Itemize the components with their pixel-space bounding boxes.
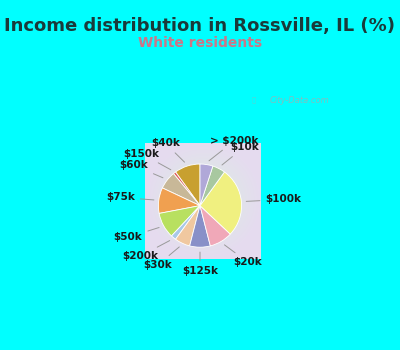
Wedge shape [174, 172, 200, 205]
Wedge shape [200, 166, 224, 205]
Wedge shape [176, 205, 200, 246]
Wedge shape [190, 205, 210, 247]
Text: > $200k: > $200k [209, 136, 259, 161]
Wedge shape [200, 164, 213, 205]
Wedge shape [176, 164, 200, 205]
Text: $60k: $60k [119, 160, 163, 178]
Wedge shape [172, 205, 200, 239]
Wedge shape [200, 205, 230, 246]
Text: $100k: $100k [246, 195, 302, 204]
Text: $200k: $200k [122, 240, 170, 261]
Wedge shape [200, 172, 242, 234]
Wedge shape [158, 188, 200, 214]
Text: $75k: $75k [106, 193, 154, 202]
Text: White residents: White residents [138, 36, 262, 50]
Text: City-Data.com: City-Data.com [269, 96, 329, 105]
Wedge shape [159, 205, 200, 236]
Text: $30k: $30k [143, 247, 179, 270]
Text: $20k: $20k [224, 245, 262, 267]
Wedge shape [162, 174, 200, 205]
Text: $125k: $125k [182, 252, 218, 276]
Text: Income distribution in Rossville, IL (%): Income distribution in Rossville, IL (%) [4, 17, 396, 35]
Text: $10k: $10k [222, 142, 258, 165]
Text: $150k: $150k [124, 149, 171, 170]
Text: $50k: $50k [114, 228, 159, 242]
Text: 📊: 📊 [252, 96, 256, 103]
Text: $40k: $40k [151, 138, 184, 162]
